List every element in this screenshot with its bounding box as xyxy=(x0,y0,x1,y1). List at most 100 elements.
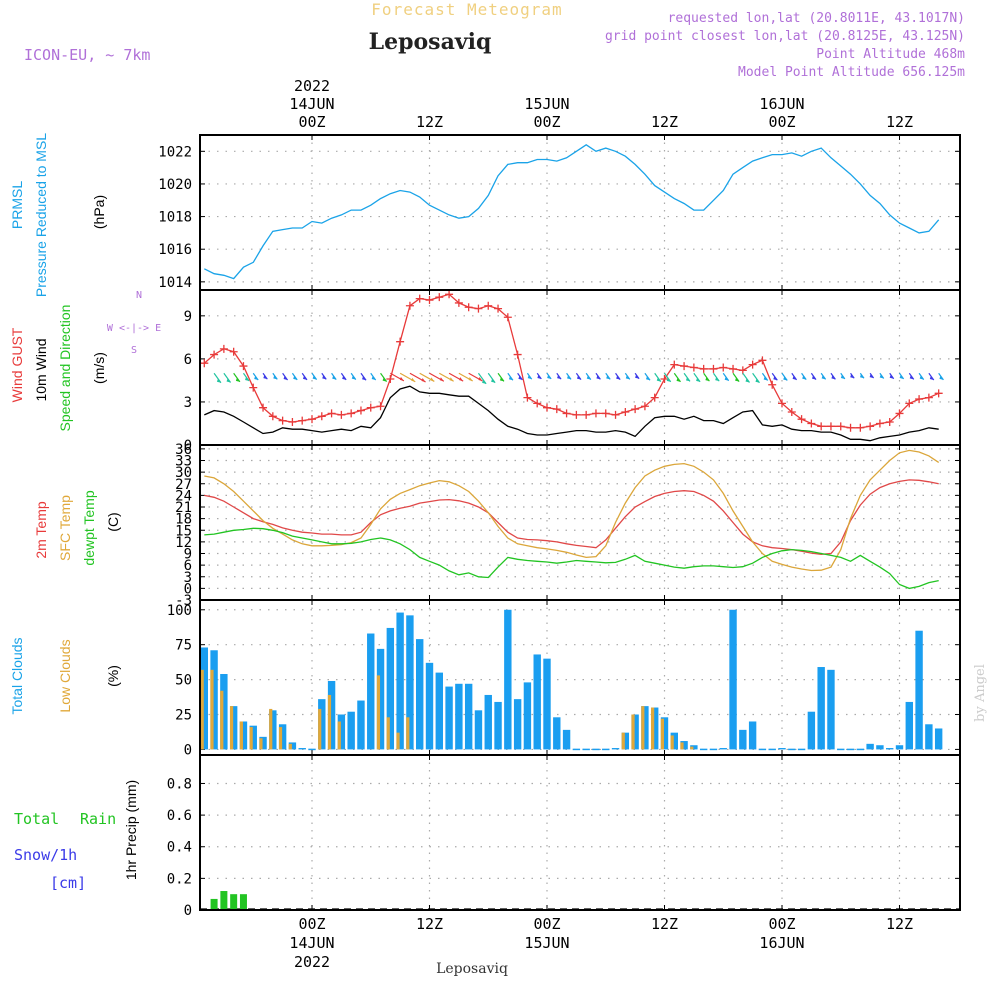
wind-barb xyxy=(233,372,241,383)
gust-marker xyxy=(239,362,248,371)
wind-barb xyxy=(380,372,388,382)
low-cloud-bar xyxy=(200,669,204,750)
wind-barb-head xyxy=(685,377,690,382)
series-line-dewpt-temp xyxy=(204,527,939,590)
gust-marker xyxy=(474,304,483,313)
total-cloud-bar xyxy=(464,683,473,750)
wind-barb-head xyxy=(625,375,630,380)
wind-barb-head xyxy=(537,374,542,379)
wind-barb xyxy=(899,372,905,380)
wind-barb-head xyxy=(468,376,473,381)
gust-marker xyxy=(680,362,689,371)
total-cloud-bar xyxy=(739,729,747,750)
wind-barb xyxy=(566,372,572,380)
wind-barb xyxy=(595,372,601,380)
bottom-hour-label: 00Z xyxy=(298,915,325,933)
low-cloud-bar xyxy=(670,735,674,750)
total-cloud-bar xyxy=(905,701,913,750)
gust-marker xyxy=(856,423,865,432)
wind-barb-head xyxy=(293,375,298,380)
wind-barb xyxy=(223,372,232,383)
gust-marker xyxy=(533,399,542,408)
gust-marker xyxy=(200,359,209,368)
gust-marker xyxy=(670,360,679,369)
y-tick-label: 0.4 xyxy=(167,840,192,856)
wind-barb xyxy=(761,372,769,381)
wind-barb xyxy=(536,372,542,380)
top-date-label: 15JUN xyxy=(524,95,569,113)
wind-barb-head xyxy=(755,378,760,383)
wind-barb xyxy=(624,372,631,380)
total-cloud-bar xyxy=(680,741,688,750)
gust-marker xyxy=(924,393,933,402)
wind-barb xyxy=(801,372,807,380)
wind-barb xyxy=(908,372,915,380)
gust-marker xyxy=(543,403,551,412)
total-cloud-bar xyxy=(210,650,218,750)
pressure-label-1: PRMSL xyxy=(9,181,25,229)
bottom-date-label: 15JUN xyxy=(524,934,569,952)
wind-barb xyxy=(321,372,327,380)
total-cloud-bar xyxy=(533,654,541,750)
wind-barb-head xyxy=(792,375,797,380)
wind-barb-head xyxy=(616,375,621,380)
gust-marker xyxy=(503,313,512,322)
wind-barb xyxy=(605,372,611,380)
y-tick-label: 9 xyxy=(184,309,192,325)
gust-marker xyxy=(797,415,806,424)
gust-marker xyxy=(582,410,591,419)
wind-barb xyxy=(693,372,701,383)
total-cloud-bar xyxy=(504,609,512,750)
total-cloud-bar xyxy=(925,724,933,750)
top-hour-label: 12Z xyxy=(416,113,443,131)
precip-cm-label: [cm] xyxy=(50,874,86,892)
gust-marker xyxy=(347,409,356,418)
plots-group: 101410161018102010220369-303691215182124… xyxy=(158,77,961,971)
total-cloud-bar xyxy=(866,743,874,750)
wind-barb xyxy=(242,372,250,382)
wind-barb-head xyxy=(263,375,268,380)
series-line-2m-temp xyxy=(204,479,939,555)
gust-marker xyxy=(748,360,757,369)
total-cloud-bar xyxy=(425,662,434,750)
wind-barb xyxy=(644,372,651,381)
wind-barb-head xyxy=(226,378,231,383)
total-cloud-bar xyxy=(886,748,894,750)
total-cloud-bar xyxy=(876,745,884,750)
y-tick-label: 6 xyxy=(184,352,192,368)
wind-barb xyxy=(859,372,865,379)
temp2m-label: 2m Temp xyxy=(33,501,49,559)
y-tick-label: 24 xyxy=(175,488,192,504)
low-cloud-bar xyxy=(278,727,283,750)
total-cloud-bar xyxy=(690,745,698,750)
wind-barb xyxy=(683,372,691,382)
gust-marker xyxy=(758,356,767,365)
low-cloud-bar xyxy=(631,714,635,750)
wind-barb-head xyxy=(840,374,845,379)
y-tick-label: -3 xyxy=(175,593,192,609)
compass-we: W <-|-> E xyxy=(107,323,161,334)
total-cloud-bar xyxy=(269,710,277,750)
total-cloud-bar xyxy=(474,710,483,750)
gust-marker xyxy=(866,422,875,431)
precip-axis-label: 1hr Precip (mm) xyxy=(123,780,139,880)
total-cloud-bar xyxy=(778,748,786,750)
gust-marker xyxy=(905,399,914,408)
y-tick-label: 0.8 xyxy=(167,776,192,792)
wind-barb xyxy=(301,372,308,381)
wind-barb-head xyxy=(831,375,836,380)
gust-marker xyxy=(719,363,728,372)
total-cloud-bar xyxy=(513,699,522,750)
top-year-label: 2022 xyxy=(294,77,330,95)
wind-barb-head xyxy=(705,377,710,382)
wind-barb xyxy=(507,372,514,381)
model-altitude: Model Point Altitude 656.125m xyxy=(738,65,965,80)
wind-barb xyxy=(311,372,318,380)
low-cloud-bar xyxy=(660,718,664,750)
y-tick-label: 0 xyxy=(184,903,192,919)
low-cloud-bar xyxy=(651,707,655,750)
total-cloud-bar xyxy=(416,639,424,750)
wind-barb-head xyxy=(606,375,611,380)
y-tick-label: 9 xyxy=(184,547,192,563)
bottom-hour-label: 00Z xyxy=(533,915,560,933)
